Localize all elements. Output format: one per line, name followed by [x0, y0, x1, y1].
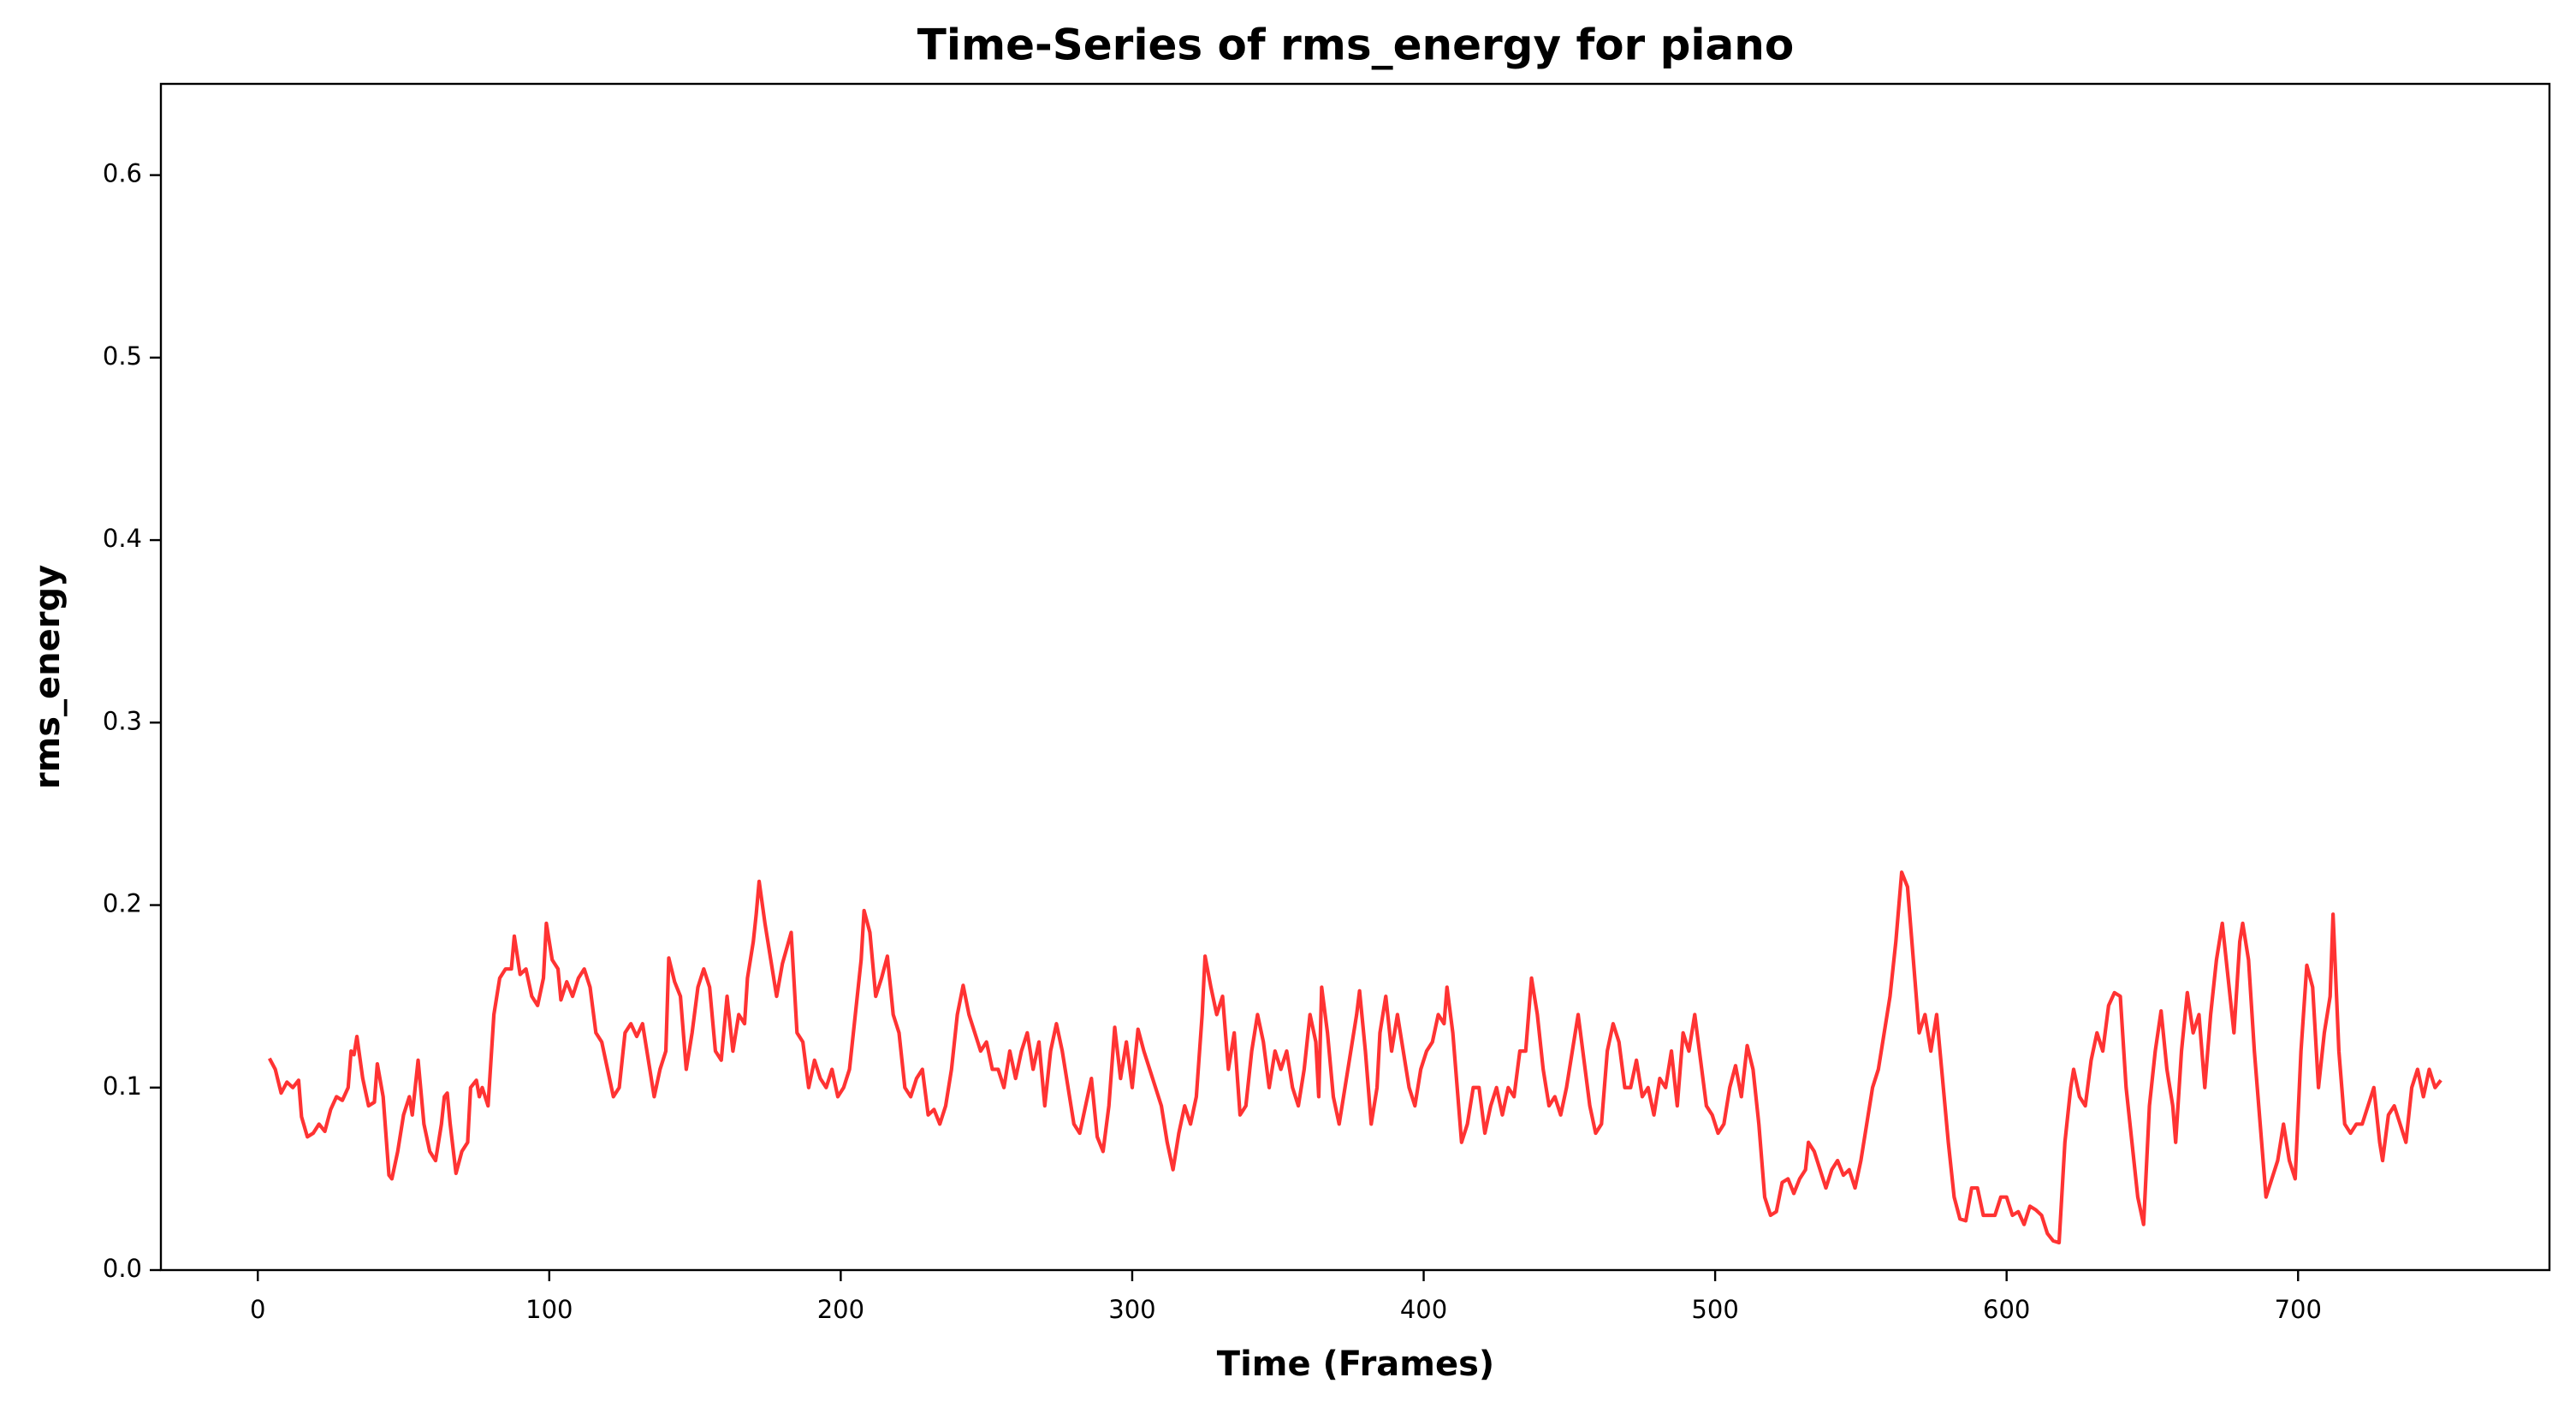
x-tick-label: 200: [817, 1295, 864, 1324]
y-tick-label: 0.2: [103, 889, 142, 918]
y-tick-label: 0.1: [103, 1072, 142, 1101]
y-tick-label: 0.4: [103, 524, 142, 553]
x-tick-label: 100: [525, 1295, 573, 1324]
y-axis-label: rms_energy: [28, 565, 68, 789]
x-tick-label: 400: [1400, 1295, 1447, 1324]
y-tick-label: 0.5: [103, 341, 142, 371]
x-axis-label: Time (Frames): [1217, 1345, 1494, 1384]
x-tick-label: 500: [1691, 1295, 1738, 1324]
x-tick-label: 0: [250, 1295, 265, 1324]
plot-frame: [159, 82, 2551, 1272]
chart-title: Time-Series of rms_energy for piano: [917, 21, 1795, 70]
data-line: [268, 870, 2442, 1245]
x-tick-label: 700: [2275, 1295, 2322, 1324]
y-tick-label: 0.0: [103, 1254, 142, 1283]
y-tick-label: 0.6: [103, 159, 142, 188]
y-tick-label: 0.3: [103, 706, 142, 735]
x-tick-label: 600: [1983, 1295, 2030, 1324]
x-tick-label: 300: [1108, 1295, 1155, 1324]
